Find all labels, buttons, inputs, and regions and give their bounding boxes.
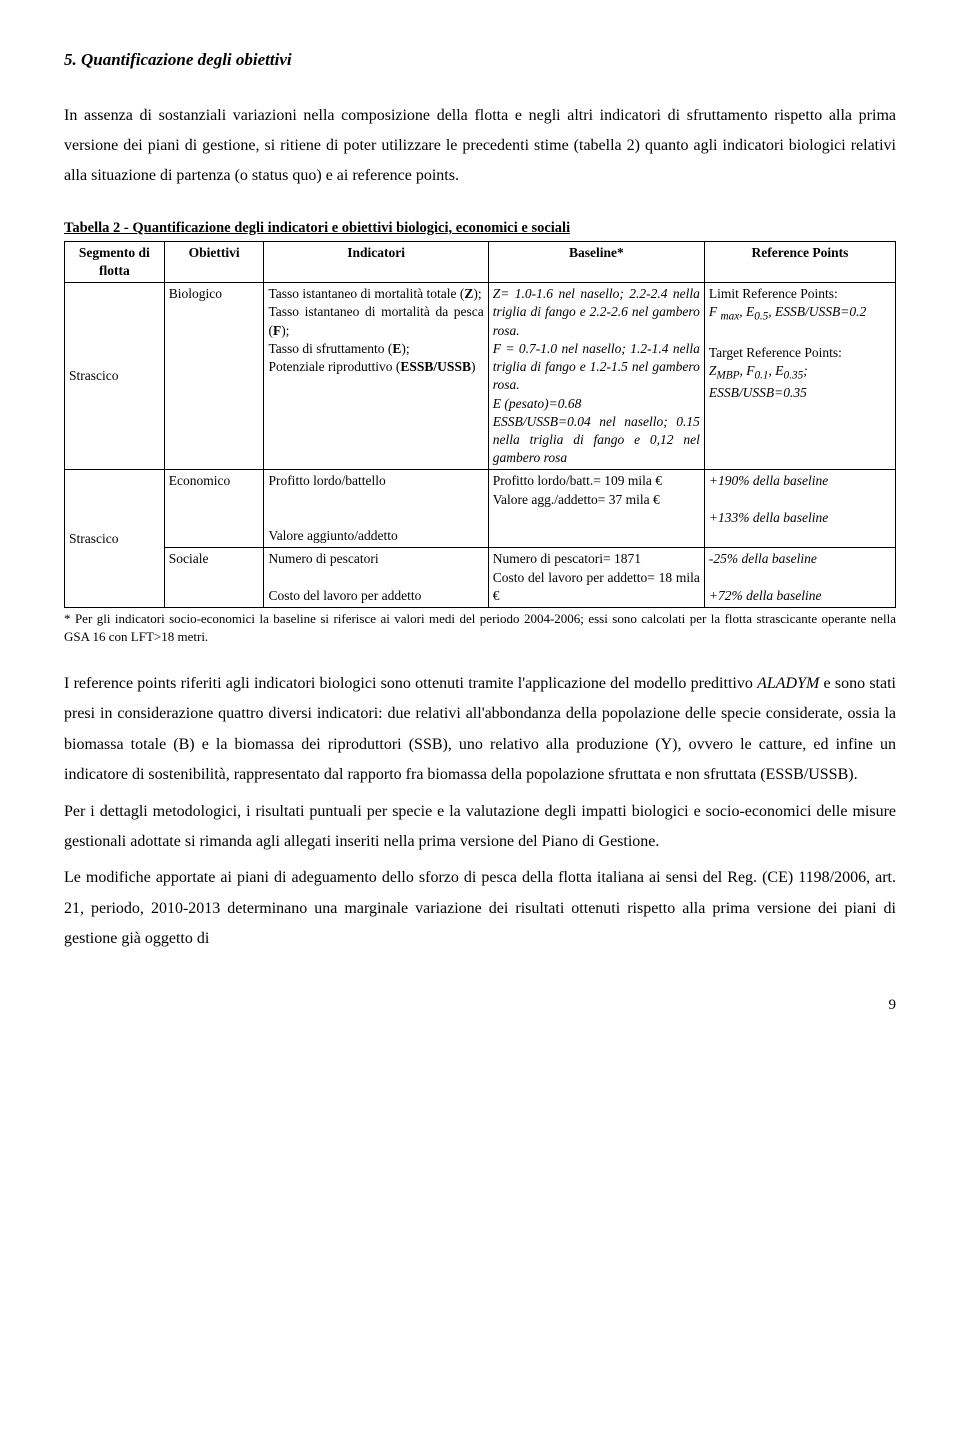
page-number: 9 [64,995,896,1017]
cell-baseline: Numero di pescatori= 1871Costo del lavor… [488,548,704,608]
table-footnote: * Per gli indicatori socio-economici la … [64,610,896,645]
cell-indicators: Numero di pescatoriCosto del lavoro per … [264,548,488,608]
table-row: SocialeNumero di pescatoriCosto del lavo… [65,548,896,608]
body-paragraph-3: Le modifiche apportate ai piani di adegu… [64,863,896,954]
cell-baseline: Z= 1.0-1.6 nel nasello; 2.2-2.4 nella tr… [488,283,704,470]
section-heading: 5. Quantificazione degli obiettivi [64,48,896,73]
cell-indicators: Profitto lordo/battelloValore aggiunto/a… [264,470,488,548]
th-baseline: Baseline* [488,241,704,282]
cell-reference: -25% della baseline+72% della baseline [704,548,895,608]
table-row: StrascicoEconomicoProfitto lordo/battell… [65,470,896,548]
th-reference: Reference Points [704,241,895,282]
cell-objective: Sociale [164,548,264,608]
body-paragraph-2: Per i dettagli metodologici, i risultati… [64,797,896,858]
table-caption: Tabella 2 - Quantificazione degli indica… [64,218,896,239]
cell-reference: Limit Reference Points:F max, E0.5, ESSB… [704,283,895,470]
cell-reference: +190% della baseline+133% della baseline [704,470,895,548]
cell-segment: Strascico [65,283,165,470]
cell-segment: Strascico [65,470,165,608]
body-paragraph-1: I reference points riferiti agli indicat… [64,669,896,791]
intro-paragraph: In assenza di sostanziali variazioni nel… [64,101,896,192]
cell-indicators: Tasso istantaneo di mortalità totale (Z)… [264,283,488,470]
table-row: StrascicoBiologicoTasso istantaneo di mo… [65,283,896,470]
cell-baseline: Profitto lordo/batt.= 109 mila €Valore a… [488,470,704,548]
th-objective: Obiettivi [164,241,264,282]
cell-objective: Biologico [164,283,264,470]
th-indicators: Indicatori [264,241,488,282]
th-segment: Segmento di flotta [65,241,165,282]
table-header-row: Segmento di flotta Obiettivi Indicatori … [65,241,896,282]
cell-objective: Economico [164,470,264,548]
indicators-table: Segmento di flotta Obiettivi Indicatori … [64,241,896,608]
